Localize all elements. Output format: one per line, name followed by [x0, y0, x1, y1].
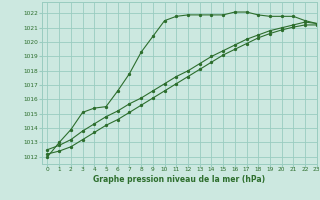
X-axis label: Graphe pression niveau de la mer (hPa): Graphe pression niveau de la mer (hPa): [93, 175, 265, 184]
